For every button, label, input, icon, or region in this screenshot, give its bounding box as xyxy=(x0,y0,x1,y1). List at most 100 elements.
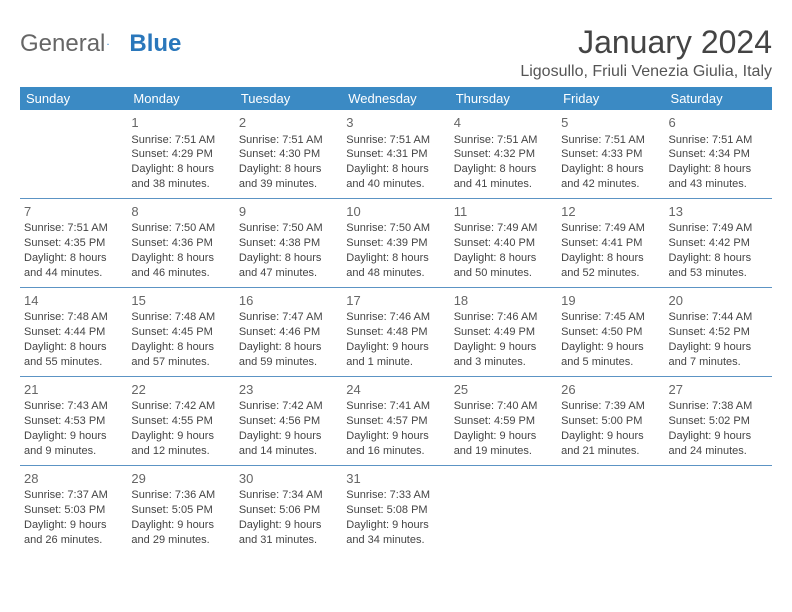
day-info-line: Sunrise: 7:43 AM xyxy=(24,399,123,414)
day-number: 18 xyxy=(454,290,553,311)
day-info-line: Sunrise: 7:49 AM xyxy=(454,221,553,236)
day-info-line: and 38 minutes. xyxy=(131,177,230,192)
day-number: 2 xyxy=(239,112,338,133)
day-info-line: Sunset: 4:49 PM xyxy=(454,325,553,340)
day-info-line: Sunset: 4:46 PM xyxy=(239,325,338,340)
calendar-day-cell: 19Sunrise: 7:45 AMSunset: 4:50 PMDayligh… xyxy=(557,287,664,376)
day-info-line: Daylight: 8 hours xyxy=(561,162,660,177)
day-info-line: Sunrise: 7:33 AM xyxy=(346,488,445,503)
day-info-line: Sunset: 4:29 PM xyxy=(131,147,230,162)
day-info-line: Sunrise: 7:51 AM xyxy=(131,133,230,148)
calendar-day-cell: 1Sunrise: 7:51 AMSunset: 4:29 PMDaylight… xyxy=(127,110,234,198)
day-info-line: Sunrise: 7:47 AM xyxy=(239,310,338,325)
day-info-line: Sunset: 4:33 PM xyxy=(561,147,660,162)
day-info-line: Sunset: 4:50 PM xyxy=(561,325,660,340)
logo-sail-icon xyxy=(107,34,109,54)
day-number: 17 xyxy=(346,290,445,311)
day-info-line: Sunrise: 7:51 AM xyxy=(239,133,338,148)
day-info-line: Daylight: 9 hours xyxy=(131,429,230,444)
day-number: 27 xyxy=(669,379,768,400)
day-info-line: and 55 minutes. xyxy=(24,355,123,370)
calendar-day-cell: 2Sunrise: 7:51 AMSunset: 4:30 PMDaylight… xyxy=(235,110,342,198)
calendar-day-cell: 11Sunrise: 7:49 AMSunset: 4:40 PMDayligh… xyxy=(450,198,557,287)
day-info-line: Daylight: 9 hours xyxy=(454,429,553,444)
day-number: 16 xyxy=(239,290,338,311)
calendar-day-cell: 21Sunrise: 7:43 AMSunset: 4:53 PMDayligh… xyxy=(20,376,127,465)
day-number: 24 xyxy=(346,379,445,400)
calendar-day-cell: 18Sunrise: 7:46 AMSunset: 4:49 PMDayligh… xyxy=(450,287,557,376)
calendar-day-cell: 10Sunrise: 7:50 AMSunset: 4:39 PMDayligh… xyxy=(342,198,449,287)
calendar-week-row: 14Sunrise: 7:48 AMSunset: 4:44 PMDayligh… xyxy=(20,287,772,376)
day-info-line: Sunrise: 7:51 AM xyxy=(346,133,445,148)
day-info-line: Daylight: 8 hours xyxy=(131,251,230,266)
logo-text-2: Blue xyxy=(129,30,181,58)
day-info-line: Sunset: 4:48 PM xyxy=(346,325,445,340)
day-info-line: and 14 minutes. xyxy=(239,444,338,459)
day-info-line: Sunrise: 7:41 AM xyxy=(346,399,445,414)
calendar-day-cell: 23Sunrise: 7:42 AMSunset: 4:56 PMDayligh… xyxy=(235,376,342,465)
day-info-line: and 9 minutes. xyxy=(24,444,123,459)
day-number: 23 xyxy=(239,379,338,400)
day-info-line: and 26 minutes. xyxy=(24,533,123,548)
day-info-line: Daylight: 8 hours xyxy=(24,251,123,266)
day-info-line: Sunset: 5:06 PM xyxy=(239,503,338,518)
day-info-line: and 52 minutes. xyxy=(561,266,660,281)
day-info-line: Daylight: 9 hours xyxy=(454,340,553,355)
day-info-line: Sunset: 4:39 PM xyxy=(346,236,445,251)
weekday-header: Tuesday xyxy=(235,87,342,110)
day-number: 8 xyxy=(131,201,230,222)
day-info-line: Sunrise: 7:48 AM xyxy=(131,310,230,325)
day-info-line: Sunset: 4:35 PM xyxy=(24,236,123,251)
day-info-line: Daylight: 9 hours xyxy=(669,340,768,355)
day-number: 25 xyxy=(454,379,553,400)
calendar-day-cell: 7Sunrise: 7:51 AMSunset: 4:35 PMDaylight… xyxy=(20,198,127,287)
calendar-empty-cell xyxy=(20,110,127,198)
day-info-line: Daylight: 8 hours xyxy=(239,340,338,355)
calendar-day-cell: 17Sunrise: 7:46 AMSunset: 4:48 PMDayligh… xyxy=(342,287,449,376)
day-info-line: Sunset: 4:34 PM xyxy=(669,147,768,162)
day-info-line: Daylight: 8 hours xyxy=(131,162,230,177)
day-number: 26 xyxy=(561,379,660,400)
day-info-line: and 42 minutes. xyxy=(561,177,660,192)
day-info-line: Daylight: 9 hours xyxy=(131,518,230,533)
calendar-day-cell: 15Sunrise: 7:48 AMSunset: 4:45 PMDayligh… xyxy=(127,287,234,376)
day-info-line: Sunset: 4:52 PM xyxy=(669,325,768,340)
calendar-day-cell: 4Sunrise: 7:51 AMSunset: 4:32 PMDaylight… xyxy=(450,110,557,198)
day-info-line: Sunset: 4:31 PM xyxy=(346,147,445,162)
day-info-line: Sunset: 4:45 PM xyxy=(131,325,230,340)
day-info-line: Sunrise: 7:45 AM xyxy=(561,310,660,325)
day-info-line: Sunset: 4:59 PM xyxy=(454,414,553,429)
day-info-line: Sunrise: 7:51 AM xyxy=(454,133,553,148)
calendar-week-row: 21Sunrise: 7:43 AMSunset: 4:53 PMDayligh… xyxy=(20,376,772,465)
day-info-line: Daylight: 9 hours xyxy=(346,340,445,355)
day-info-line: Sunset: 4:56 PM xyxy=(239,414,338,429)
calendar-day-cell: 22Sunrise: 7:42 AMSunset: 4:55 PMDayligh… xyxy=(127,376,234,465)
day-info-line: and 44 minutes. xyxy=(24,266,123,281)
day-info-line: and 21 minutes. xyxy=(561,444,660,459)
day-number: 9 xyxy=(239,201,338,222)
day-info-line: Daylight: 9 hours xyxy=(239,518,338,533)
day-number: 1 xyxy=(131,112,230,133)
calendar-day-cell: 28Sunrise: 7:37 AMSunset: 5:03 PMDayligh… xyxy=(20,465,127,553)
calendar-day-cell: 16Sunrise: 7:47 AMSunset: 4:46 PMDayligh… xyxy=(235,287,342,376)
weekday-header: Monday xyxy=(127,87,234,110)
day-info-line: Daylight: 8 hours xyxy=(131,340,230,355)
day-number: 12 xyxy=(561,201,660,222)
day-number: 11 xyxy=(454,201,553,222)
day-info-line: Sunrise: 7:49 AM xyxy=(669,221,768,236)
day-number: 13 xyxy=(669,201,768,222)
day-info-line: Sunrise: 7:40 AM xyxy=(454,399,553,414)
logo: General Blue xyxy=(20,24,181,58)
calendar-day-cell: 8Sunrise: 7:50 AMSunset: 4:36 PMDaylight… xyxy=(127,198,234,287)
day-info-line: and 16 minutes. xyxy=(346,444,445,459)
weekday-header: Sunday xyxy=(20,87,127,110)
day-info-line: Sunrise: 7:46 AM xyxy=(346,310,445,325)
day-info-line: Daylight: 8 hours xyxy=(669,162,768,177)
calendar-week-row: 7Sunrise: 7:51 AMSunset: 4:35 PMDaylight… xyxy=(20,198,772,287)
day-info-line: and 7 minutes. xyxy=(669,355,768,370)
calendar-day-cell: 29Sunrise: 7:36 AMSunset: 5:05 PMDayligh… xyxy=(127,465,234,553)
day-number: 19 xyxy=(561,290,660,311)
day-info-line: Sunrise: 7:42 AM xyxy=(239,399,338,414)
day-number: 14 xyxy=(24,290,123,311)
calendar-week-row: 28Sunrise: 7:37 AMSunset: 5:03 PMDayligh… xyxy=(20,465,772,553)
